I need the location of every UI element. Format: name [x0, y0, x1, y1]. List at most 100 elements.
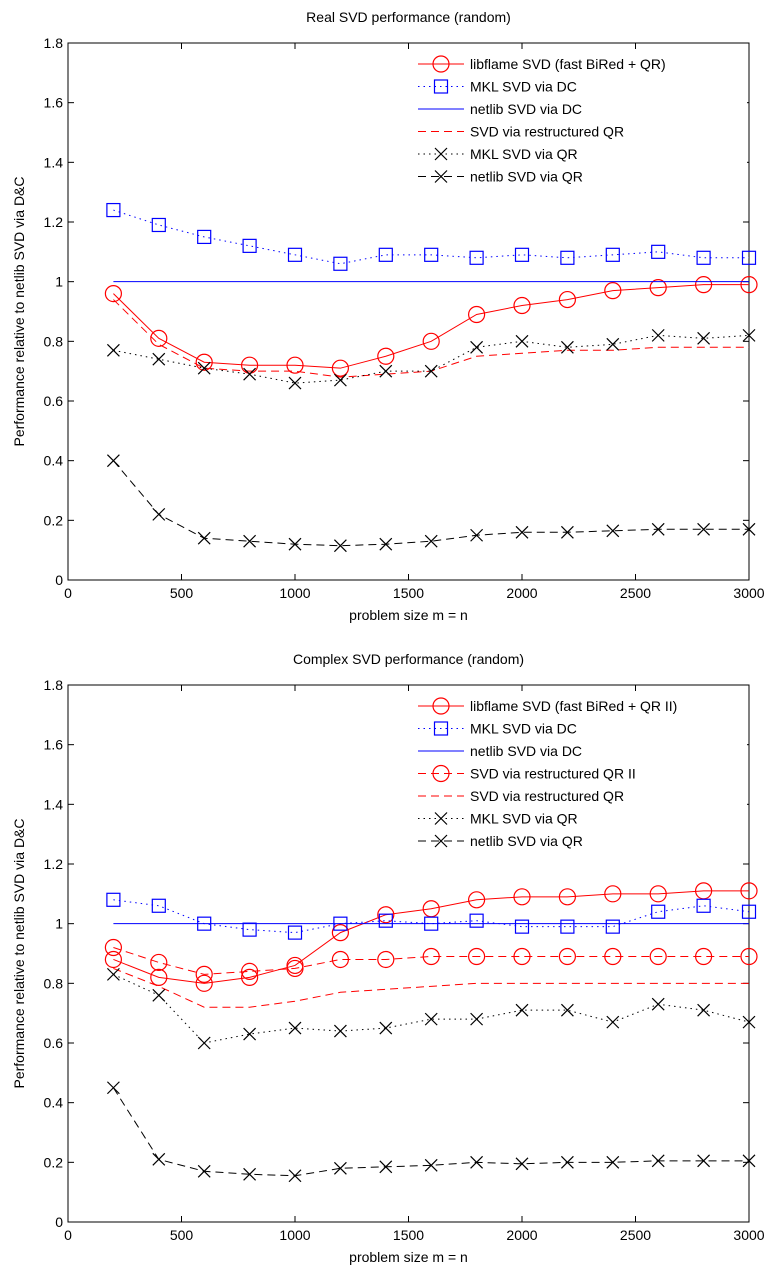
chart-2: Complex SVD performance (random) 0 500 1000…	[11, 651, 765, 1265]
series-5	[113, 967, 749, 1008]
x-tick-label: 1500	[393, 585, 424, 601]
data-point-marker	[288, 1021, 302, 1035]
data-point-marker	[470, 340, 484, 354]
data-point-marker	[106, 967, 120, 981]
series-line	[113, 460, 749, 547]
data-point-marker	[241, 962, 259, 981]
x-tick-label: 3000	[733, 585, 764, 601]
series-4	[104, 938, 758, 983]
data-point-marker	[651, 904, 666, 919]
data-point-marker	[514, 247, 530, 262]
data-point-marker	[379, 1160, 393, 1174]
data-point-marker	[378, 247, 393, 262]
data-point-marker	[377, 347, 395, 365]
data-point-marker	[104, 285, 123, 303]
y-tick-label: 0.4	[44, 1095, 64, 1111]
data-point-marker	[742, 1015, 756, 1029]
legend-marker	[434, 170, 448, 183]
series-5	[106, 328, 756, 390]
y-axis-label: Performance relative to netlib SVD via D…	[11, 819, 27, 1089]
data-point-marker	[333, 373, 347, 387]
series-line	[113, 209, 749, 265]
data-point-marker	[694, 947, 713, 966]
legend-label: netlib SVD via DC	[470, 743, 582, 759]
legend-entry: MKL SVD via DC	[418, 721, 577, 737]
y-tick-label: 0.6	[44, 393, 64, 409]
data-point-marker	[604, 282, 622, 300]
data-point-marker	[422, 947, 440, 966]
data-point-marker	[287, 247, 303, 262]
x-tick-label: 1000	[279, 1227, 310, 1243]
x-tick-label: 1500	[393, 1227, 424, 1243]
series-line	[113, 890, 749, 984]
data-point-marker	[424, 364, 438, 378]
data-point-marker	[604, 885, 622, 903]
data-point-marker	[241, 356, 259, 374]
data-point-marker	[379, 364, 393, 378]
x-axis-label: problem size m = n	[349, 1249, 468, 1265]
data-point-marker	[604, 947, 622, 966]
data-point-marker	[469, 913, 484, 928]
data-point-marker	[197, 1164, 211, 1178]
series-1	[104, 882, 758, 992]
x-tick-label: 2000	[506, 1227, 537, 1243]
data-point-marker	[468, 891, 486, 909]
y-tick-label: 0	[55, 1214, 63, 1230]
data-point-marker	[740, 947, 758, 966]
data-point-marker	[515, 1003, 529, 1017]
series-6	[106, 967, 756, 1050]
data-point-marker	[606, 1015, 620, 1029]
data-point-marker	[195, 974, 213, 992]
data-point-marker	[286, 959, 304, 978]
legend-marker	[432, 55, 450, 73]
data-point-marker	[377, 906, 395, 924]
data-point-marker	[333, 256, 348, 271]
data-point-marker	[514, 919, 530, 934]
data-point-marker	[606, 524, 620, 538]
data-point-marker	[742, 1154, 756, 1168]
series-line	[113, 947, 749, 975]
series-1	[104, 276, 758, 377]
data-point-marker	[331, 950, 349, 969]
data-point-marker	[197, 531, 211, 545]
x-tick-label: 2500	[620, 1227, 651, 1243]
legend-label: MKL SVD via QR	[470, 811, 578, 827]
data-point-marker	[151, 217, 166, 233]
data-point-marker	[560, 919, 575, 934]
data-point-marker	[560, 340, 574, 354]
data-point-marker	[651, 1154, 665, 1168]
data-point-marker	[424, 1012, 438, 1026]
data-point-marker	[422, 332, 440, 350]
y-tick-label: 1.8	[44, 35, 64, 51]
data-point-marker	[152, 988, 166, 1002]
y-tick-label: 0.6	[44, 1035, 64, 1051]
data-point-marker	[242, 922, 257, 937]
legend-entry: SVD via restructured QR II	[418, 764, 636, 783]
data-point-marker	[515, 1157, 529, 1171]
data-point-marker	[470, 1012, 484, 1026]
data-point-marker	[152, 352, 166, 366]
legend-entry: SVD via restructured QR	[418, 788, 624, 804]
chart-title: Complex SVD performance (random)	[293, 651, 524, 667]
data-point-marker	[106, 454, 120, 468]
data-point-marker	[243, 534, 257, 548]
data-point-marker	[152, 1152, 166, 1166]
series-6	[106, 454, 756, 553]
legend-box	[414, 52, 747, 195]
data-point-marker	[741, 904, 757, 919]
data-point-marker	[288, 376, 302, 390]
legend-marker	[433, 79, 449, 94]
x-axis-label: problem size m = n	[349, 607, 468, 623]
series-line	[113, 973, 750, 1044]
series-7	[106, 1081, 756, 1183]
data-point-marker	[513, 947, 531, 966]
data-point-marker	[515, 334, 529, 348]
legend-label: MKL SVD via QR	[470, 146, 578, 162]
data-point-marker	[106, 202, 121, 218]
data-point-marker	[243, 1167, 257, 1181]
data-point-marker	[560, 250, 575, 265]
data-point-marker	[104, 938, 123, 957]
data-point-marker	[468, 947, 486, 966]
legend-marker	[432, 697, 450, 715]
